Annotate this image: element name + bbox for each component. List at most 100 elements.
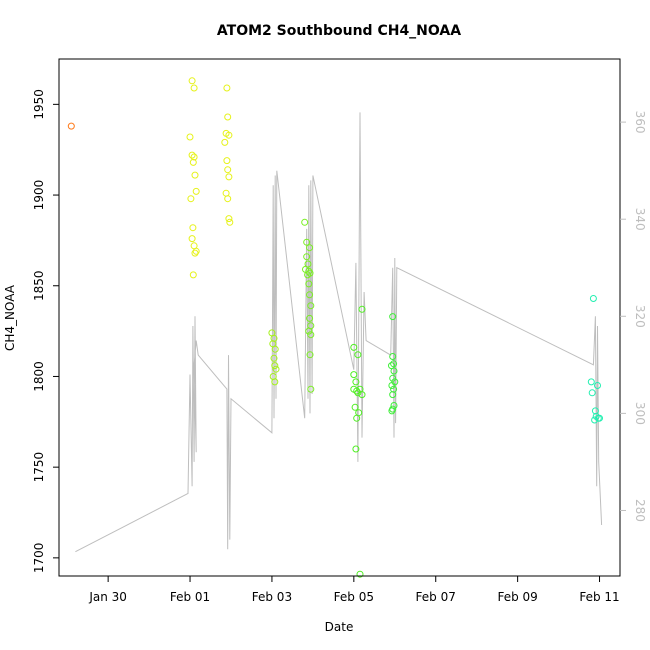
plot-frame [58,58,621,577]
data-point [270,354,278,362]
data-points [67,77,603,578]
data-point [589,295,597,302]
data-point [353,414,361,422]
y-tick-label: 1900 [32,180,46,211]
data-point [271,378,279,386]
data-point [190,153,198,161]
data-point [306,351,314,359]
data-point [356,570,364,578]
x-tick-label: Feb 03 [252,590,292,604]
altitude-trace [75,112,603,553]
data-point [587,378,595,386]
data-point [351,403,359,411]
data-point [591,416,599,424]
x-axis: Jan 30 Feb 01 Feb 03 Feb 05 Feb 07 Feb 09 Feb … [88,576,620,604]
data-point [224,195,232,203]
x-tick-label: Feb 01 [170,590,210,604]
data-point [352,378,360,386]
data-point [307,385,315,393]
y2-tick-label: 360 [633,111,647,134]
data-point [353,387,361,395]
data-point [388,382,396,389]
data-point [189,158,197,166]
data-point [192,187,200,195]
data-point [225,131,233,139]
data-point [305,280,313,288]
y2-tick-label: 300 [633,402,647,425]
data-point [358,391,366,399]
y-tick-label: 1700 [32,543,46,574]
x-tick-label: Feb 05 [334,590,374,604]
data-point [592,412,600,420]
data-point [594,382,601,389]
data-point [224,113,232,121]
data-point [390,367,398,375]
data-point [304,271,312,279]
data-point [188,235,196,243]
data-point [271,362,279,370]
data-point [191,249,199,257]
data-point [307,331,315,339]
data-point [272,365,280,373]
data-point [226,218,234,226]
data-point [358,305,366,313]
data-point [187,195,195,203]
chart-title: ATOM2 Southbound CH4_NOAA [217,23,461,39]
data-point [225,173,233,181]
data-point [306,244,314,252]
data-point [224,166,232,174]
data-point [301,218,309,226]
x-tick-label: Feb 09 [497,590,537,604]
data-point [191,171,199,179]
data-point [588,389,596,397]
y2-tick-label: 340 [633,208,647,231]
x-axis-label: Date [325,620,354,634]
y-axis-label: CH4_NOAA [3,284,17,351]
data-point [354,351,362,359]
altitude-trace-line [75,112,603,553]
y-tick-label: 1850 [32,270,46,301]
data-point [190,84,198,92]
y2-tick-label: 280 [633,499,647,522]
data-point [352,445,360,453]
data-point [388,407,396,415]
x-tick-label: Feb 07 [416,590,456,604]
y-tick-label: 1950 [32,89,46,120]
data-point [303,253,311,261]
y2-tick-label: 320 [633,305,647,328]
data-point [271,345,279,353]
data-point [305,267,313,275]
y2-axis: 280 300 320 340 360 [620,111,647,522]
data-point [221,138,229,146]
data-point [303,238,311,246]
data-point [223,84,231,92]
data-point [192,247,200,255]
data-point [354,389,362,397]
data-point [390,360,398,368]
data-point [350,343,358,351]
data-point [67,122,75,130]
data-point [189,271,197,279]
data-point [188,77,196,85]
data-point [389,313,397,321]
data-point [389,374,397,382]
x-tick-label: Feb 11 [579,590,619,604]
data-point [389,391,397,399]
data-point [306,291,314,299]
y-axis: 1700 1750 1800 1850 1900 1950 [32,89,59,573]
data-point [188,151,196,159]
x-tick-label: Jan 30 [88,590,127,604]
data-point [306,314,314,322]
data-point [389,353,397,360]
data-point [186,133,194,141]
data-point [223,157,231,165]
data-point [307,302,315,310]
data-point [305,327,313,335]
y-tick-label: 1750 [32,452,46,483]
y-tick-label: 1800 [32,361,46,392]
data-point [225,215,233,223]
data-point [596,414,603,422]
data-point [189,224,197,232]
data-point [350,371,358,379]
